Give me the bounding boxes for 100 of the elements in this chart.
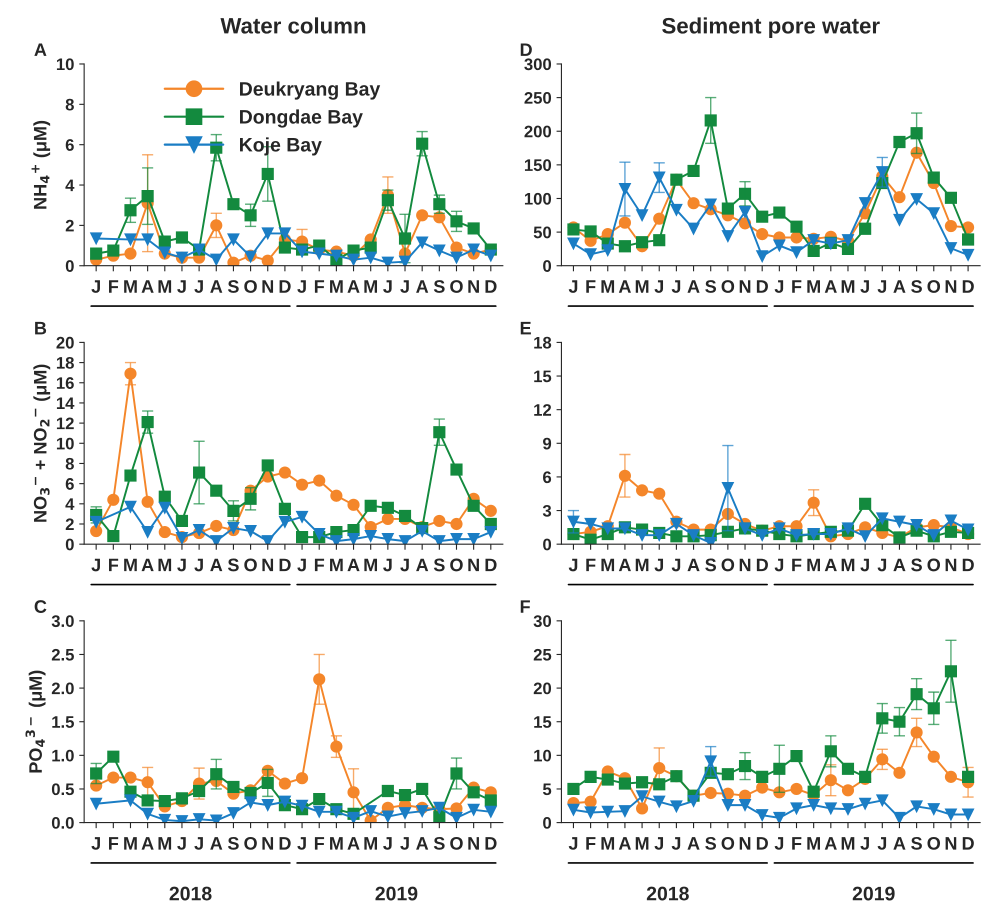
point xyxy=(962,770,974,783)
y-tick-label: 3 xyxy=(542,504,552,517)
point xyxy=(808,786,820,798)
x-tick-label: M xyxy=(330,280,343,293)
point xyxy=(773,812,786,823)
x-tick-label: A xyxy=(687,558,700,572)
x-tick-label: J xyxy=(91,837,100,850)
point xyxy=(484,794,497,806)
point xyxy=(107,750,120,763)
point xyxy=(450,252,463,264)
x-tick-label: A xyxy=(618,280,631,293)
point xyxy=(773,206,786,219)
point xyxy=(416,236,428,249)
point xyxy=(842,242,854,256)
x-tick-label: J xyxy=(383,837,392,850)
point xyxy=(636,802,648,815)
x-tick-label: D xyxy=(962,837,974,850)
text: 2019 xyxy=(852,886,895,900)
point xyxy=(636,209,648,222)
y-tick-label: 300 xyxy=(524,58,552,70)
point xyxy=(790,220,803,233)
point xyxy=(653,212,666,225)
point xyxy=(584,534,597,544)
x-tick-label: M xyxy=(807,280,820,293)
point xyxy=(584,806,597,819)
point xyxy=(382,810,394,823)
point xyxy=(227,198,240,210)
y-tick-label: 1.5 xyxy=(52,716,74,728)
text: B xyxy=(35,322,46,334)
y-tick-label: 10 xyxy=(56,58,74,70)
text: A xyxy=(34,43,46,56)
point xyxy=(416,782,428,796)
x-tick-label: N xyxy=(740,280,750,293)
x-tick-label: N xyxy=(740,837,750,850)
point xyxy=(636,790,648,802)
point xyxy=(433,514,446,528)
point xyxy=(653,529,666,542)
point xyxy=(124,500,137,513)
y-tick-label: 16 xyxy=(56,377,74,389)
x-tick-label: A xyxy=(893,837,906,850)
x-tick-label: N xyxy=(946,837,956,850)
point xyxy=(910,127,923,140)
point xyxy=(584,248,597,260)
x-tick-label: S xyxy=(705,558,716,572)
x-tick-label: A xyxy=(210,837,222,850)
point xyxy=(944,242,958,254)
point xyxy=(738,799,752,812)
point xyxy=(893,766,906,779)
x-tick-label: O xyxy=(927,836,940,850)
point xyxy=(398,256,412,266)
x-tick-label: F xyxy=(109,280,118,293)
x-tick-label: A xyxy=(142,837,154,850)
point xyxy=(90,798,102,810)
x-tick-label: A xyxy=(824,558,837,572)
x-tick-label: J xyxy=(400,837,409,850)
point xyxy=(484,250,497,262)
x-tick-label: M xyxy=(330,558,343,572)
point xyxy=(124,368,137,380)
point xyxy=(944,192,958,204)
point xyxy=(944,514,958,527)
x-tick-label: J xyxy=(297,280,306,293)
x-tick-label: D xyxy=(962,558,974,572)
point xyxy=(124,248,137,260)
point xyxy=(347,498,360,511)
x-tick-label: M xyxy=(124,280,137,293)
x-tick-label: J xyxy=(91,280,100,293)
point xyxy=(468,500,480,512)
x-tick-label: N xyxy=(740,558,750,572)
y-tick-label: 6 xyxy=(66,478,74,490)
x-tick-label: S xyxy=(434,836,445,850)
x-tick-label: M xyxy=(636,837,648,850)
x-tick-label: M xyxy=(842,837,854,850)
y-tick-label: 20 xyxy=(56,336,74,349)
x-tick-label: J xyxy=(774,837,784,850)
y-axis-title: NH$_{4}$$^{+}$ (μM) xyxy=(32,120,50,209)
x-tick-label: M xyxy=(601,837,614,850)
x-tick-label: S xyxy=(228,280,239,293)
x-tick-label: F xyxy=(586,837,596,850)
point xyxy=(142,233,154,246)
point xyxy=(124,469,137,482)
point xyxy=(567,237,580,250)
x-tick-label: N xyxy=(468,280,479,293)
x-tick-label: J xyxy=(297,558,306,572)
point xyxy=(584,770,597,783)
point xyxy=(296,531,308,544)
point xyxy=(124,771,137,784)
y-tick-label: 12 xyxy=(56,418,74,430)
point xyxy=(824,745,837,758)
x-tick-label: N xyxy=(468,837,479,850)
point xyxy=(962,808,974,821)
point xyxy=(450,463,463,476)
point xyxy=(602,773,614,786)
x-tick-label: A xyxy=(347,837,360,850)
x-tick-label: M xyxy=(601,280,614,293)
x-tick-label: F xyxy=(792,280,802,293)
x-tick-label: J xyxy=(774,280,784,293)
point xyxy=(433,244,446,257)
point xyxy=(584,518,597,530)
x-tick-label: O xyxy=(244,558,257,572)
y-tick-label: 9 xyxy=(543,438,552,450)
